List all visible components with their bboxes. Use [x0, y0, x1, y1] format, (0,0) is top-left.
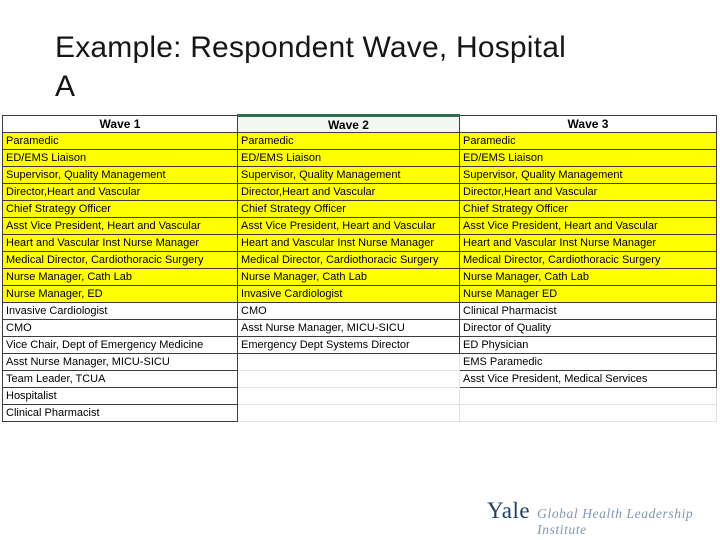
table-cell-wave-1-row-13: Vice Chair, Dept of Emergency Medicine [2, 336, 238, 354]
table-cell-wave-3-row-14: EMS Paramedic [459, 353, 717, 371]
table-cell-wave-1-row-10: Nurse Manager, ED [2, 285, 238, 303]
table-cell-wave-3-row-9: Nurse Manager, Cath Lab [459, 268, 717, 286]
column-header-wave-3: Wave 3 [459, 115, 717, 133]
table-cell-wave-1-row-8: Medical Director, Cardiothoracic Surgery [2, 251, 238, 269]
table-cell-wave-2-row-13: Emergency Dept Systems Director [237, 336, 460, 354]
column-header-wave-1: Wave 1 [2, 115, 238, 133]
table-row: Asst Vice President, Heart and Vascular A… [2, 217, 717, 235]
table-row: Supervisor, Quality Management Supervisor… [2, 166, 717, 184]
table-row: CMO Asst Nurse Manager, MICU-SICU Director… [2, 319, 717, 337]
yale-logo-tagline: Global Health Leadership Institute [537, 506, 694, 537]
table-cell-wave-2-row-12: Asst Nurse Manager, MICU-SICU [237, 319, 460, 337]
table-cell-wave-2-row-5: Chief Strategy Officer [237, 200, 460, 218]
table-cell-wave-2-row-8: Medical Director, Cardiothoracic Surgery [237, 251, 460, 269]
table-cell-wave-3-row-13: ED Physician [459, 336, 717, 354]
column-header-wave-2: Wave 2 [237, 114, 460, 133]
yale-logo: Yale Global Health Leadership Institute [487, 498, 720, 538]
table-cell-wave-1-row-2: ED/EMS Liaison [2, 149, 238, 167]
table-cell-wave-1-row-11: Invasive Cardiologist [2, 302, 238, 320]
table-cell-wave-1-row-5: Chief Strategy Officer [2, 200, 238, 218]
table-cell-wave-2-row-16 [237, 387, 460, 405]
table-row: Hospitalist [2, 387, 717, 405]
table-cell-wave-3-row-7: Heart and Vascular Inst Nurse Manager [459, 234, 717, 252]
table-row: Paramedic Paramedic Paramedic [2, 132, 717, 150]
table-cell-wave-3-row-15: Asst Vice President, Medical Services [459, 370, 717, 388]
table-cell-wave-3-row-6: Asst Vice President, Heart and Vascular [459, 217, 717, 235]
table-cell-wave-1-row-16: Hospitalist [2, 387, 238, 405]
table-row: Director,Heart and Vascular Director,Hear… [2, 183, 717, 201]
table-header-row: Wave 1 Wave 2 Wave 3 [2, 114, 717, 133]
slide-title-line-2: A [55, 70, 76, 103]
table-body: Paramedic Paramedic Paramedic ED/EMS Liaiso… [2, 132, 717, 422]
table-cell-wave-1-row-12: CMO [2, 319, 238, 337]
table-row: Team Leader, TCUA Asst Vice President, Me… [2, 370, 717, 388]
table-cell-wave-3-row-1: Paramedic [459, 132, 717, 150]
table-cell-wave-1-row-9: Nurse Manager, Cath Lab [2, 268, 238, 286]
table-row: Clinical Pharmacist [2, 404, 717, 422]
slide-title-line-1: Example: Respondent Wave, Hospital [55, 31, 566, 64]
table-cell-wave-2-row-17 [237, 404, 460, 422]
table-cell-wave-1-row-3: Supervisor, Quality Management [2, 166, 238, 184]
table-cell-wave-2-row-6: Asst Vice President, Heart and Vascular [237, 217, 460, 235]
yale-wordmark: Yale [487, 498, 531, 523]
table-cell-wave-1-row-15: Team Leader, TCUA [2, 370, 238, 388]
table-cell-wave-3-row-2: ED/EMS Liaison [459, 149, 717, 167]
table-cell-wave-2-row-4: Director,Heart and Vascular [237, 183, 460, 201]
table-cell-wave-3-row-8: Medical Director, Cardiothoracic Surgery [459, 251, 717, 269]
table-row: Nurse Manager, ED Invasive Cardiologist Nu… [2, 285, 717, 303]
table-cell-wave-3-row-10: Nurse Manager ED [459, 285, 717, 303]
table-row: Nurse Manager, Cath Lab Nurse Manager, Ca… [2, 268, 717, 286]
table-cell-wave-1-row-17: Clinical Pharmacist [2, 404, 238, 422]
respondent-wave-table: Wave 1 Wave 2 Wave 3 Paramedic Paramedic Par… [2, 114, 717, 422]
table-cell-wave-3-row-11: Clinical Pharmacist [459, 302, 717, 320]
table-cell-wave-1-row-1: Paramedic [2, 132, 238, 150]
table-cell-wave-2-row-7: Heart and Vascular Inst Nurse Manager [237, 234, 460, 252]
table-row: Invasive Cardiologist CMO Clinical Pharmac… [2, 302, 717, 320]
table-cell-wave-3-row-16 [459, 387, 717, 405]
table-cell-wave-2-row-14 [237, 353, 460, 371]
table-row: ED/EMS Liaison ED/EMS Liaison ED/EMS Liais… [2, 149, 717, 167]
table-cell-wave-3-row-3: Supervisor, Quality Management [459, 166, 717, 184]
table-cell-wave-1-row-6: Asst Vice President, Heart and Vascular [2, 217, 238, 235]
table-row: Asst Nurse Manager, MICU-SICU EMS Paramed… [2, 353, 717, 371]
table-cell-wave-2-row-15 [237, 370, 460, 388]
table-cell-wave-3-row-17 [459, 404, 717, 422]
table-cell-wave-3-row-12: Director of Quality [459, 319, 717, 337]
table-row: Chief Strategy Officer Chief Strategy Off… [2, 200, 717, 218]
table-cell-wave-3-row-5: Chief Strategy Officer [459, 200, 717, 218]
table-row: Heart and Vascular Inst Nurse Manager Hea… [2, 234, 717, 252]
table-cell-wave-3-row-4: Director,Heart and Vascular [459, 183, 717, 201]
table-cell-wave-2-row-10: Invasive Cardiologist [237, 285, 460, 303]
table-cell-wave-2-row-1: Paramedic [237, 132, 460, 150]
table-cell-wave-2-row-2: ED/EMS Liaison [237, 149, 460, 167]
table-cell-wave-1-row-7: Heart and Vascular Inst Nurse Manager [2, 234, 238, 252]
table-row: Medical Director, Cardiothoracic Surgery… [2, 251, 717, 269]
table-cell-wave-2-row-3: Supervisor, Quality Management [237, 166, 460, 184]
table-row: Vice Chair, Dept of Emergency Medicine Em… [2, 336, 717, 354]
table-cell-wave-2-row-9: Nurse Manager, Cath Lab [237, 268, 460, 286]
table-cell-wave-1-row-4: Director,Heart and Vascular [2, 183, 238, 201]
table-cell-wave-2-row-11: CMO [237, 302, 460, 320]
slide-title: Example: Respondent Wave, Hospital A [55, 28, 695, 106]
table-cell-wave-1-row-14: Asst Nurse Manager, MICU-SICU [2, 353, 238, 371]
